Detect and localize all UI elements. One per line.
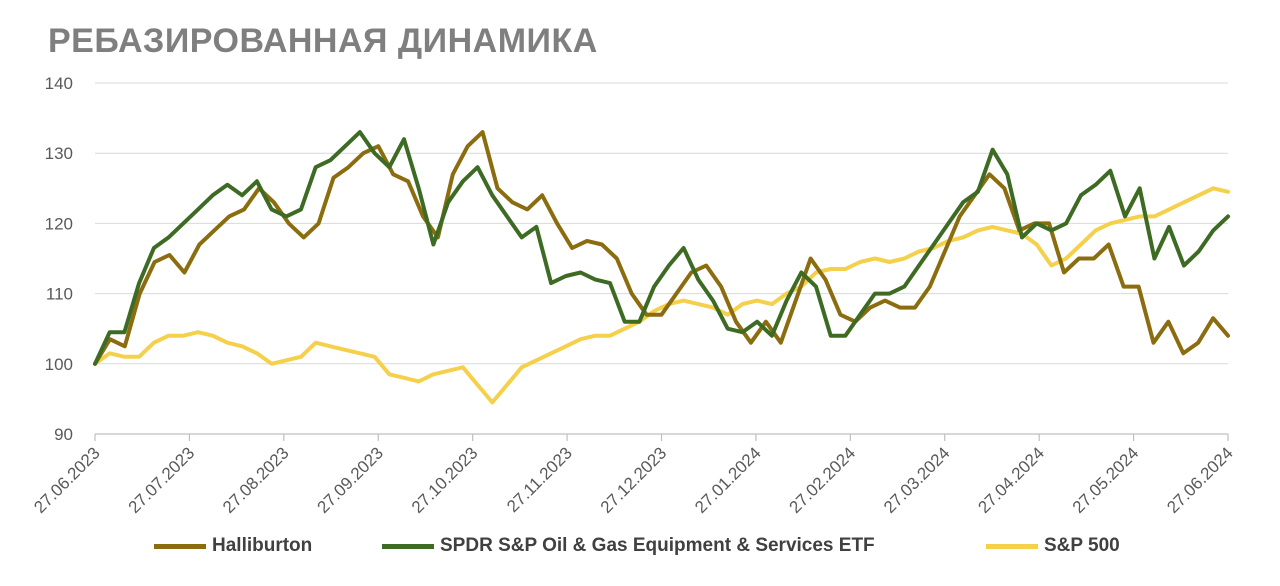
legend-label-spdr-xes: SPDR S&P Oil & Gas Equipment & Services … — [440, 535, 875, 556]
legend-swatch-sp500 — [986, 543, 1038, 549]
x-tick-label: 27.07.2023 — [125, 443, 199, 517]
legend-label-halliburton: Halliburton — [212, 535, 313, 556]
y-tick-label: 90 — [54, 425, 73, 444]
y-tick-label: 100 — [45, 355, 73, 374]
y-tick-label: 130 — [45, 144, 73, 163]
legend-swatch-halliburton — [154, 543, 206, 549]
x-tick-label: 27.09.2023 — [313, 443, 387, 517]
y-tick-label: 110 — [46, 285, 73, 304]
x-tick-label: 27.05.2024 — [1069, 443, 1143, 517]
series-line-spdr-xes — [93, 130, 1230, 366]
legend: Halliburton SPDR S&P Oil & Gas Equipment… — [0, 533, 1280, 559]
y-tick-label: 120 — [45, 214, 73, 233]
chart-title: РЕБАЗИРОВАННАЯ ДИНАМИКА — [48, 22, 598, 60]
series-lines — [93, 130, 1230, 405]
x-tick-label: 27.04.2024 — [974, 443, 1048, 517]
y-tick-label: 140 — [45, 74, 73, 93]
legend-swatch-spdr-xes — [382, 543, 434, 549]
x-tick-label: 27.11.2023 — [503, 443, 576, 516]
legend-label-sp500: S&P 500 — [1044, 535, 1120, 556]
x-tick-label: 27.01.2024 — [691, 443, 765, 517]
y-axis-ticks: 90 100 110 120 130 140 — [45, 74, 73, 444]
x-tick-label: 27.10.2023 — [408, 443, 482, 517]
series-line-sp500 — [93, 186, 1230, 405]
series-line-halliburton — [93, 130, 1230, 366]
legend-item-spdr-xes: SPDR S&P Oil & Gas Equipment & Services … — [382, 533, 875, 559]
x-tick-label: 27.02.2024 — [786, 443, 860, 517]
legend-item-sp500: S&P 500 — [986, 533, 1120, 559]
x-tick-label: 27.06.2023 — [30, 443, 104, 517]
x-tick-label: 27.03.2024 — [880, 443, 954, 517]
x-tick-label: 27.12.2023 — [597, 443, 671, 517]
x-tick-label: 27.06.2024 — [1163, 443, 1237, 517]
x-tick-label: 27.08.2023 — [219, 443, 293, 517]
gridlines — [95, 82, 1228, 365]
x-axis-ticks: 27.06.2023 27.07.2023 27.08.2023 27.09.2023… — [30, 434, 1237, 517]
legend-item-halliburton: Halliburton — [154, 533, 312, 559]
